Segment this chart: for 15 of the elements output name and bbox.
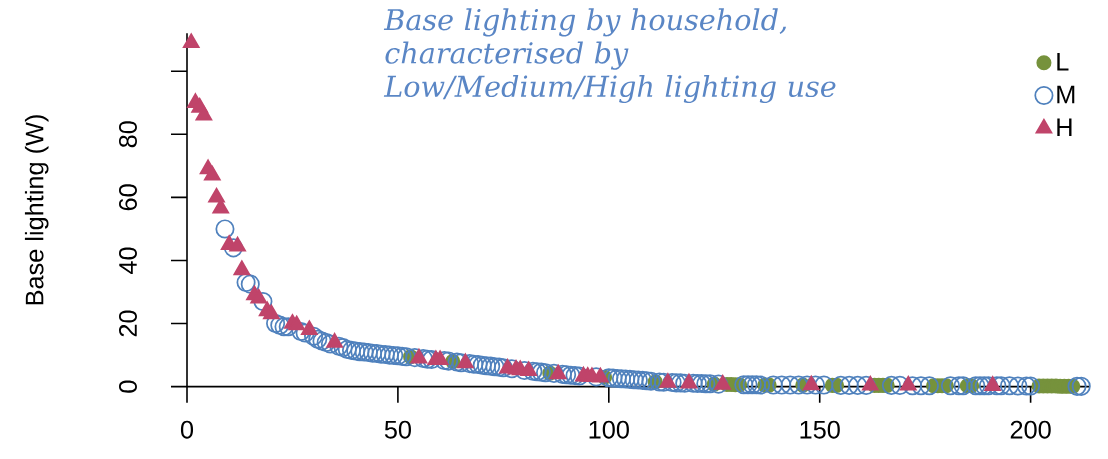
legend-label: M bbox=[1057, 86, 1075, 104]
x-tick-label: 150 bbox=[800, 420, 840, 439]
legend-label: H bbox=[1057, 118, 1072, 137]
x-tick-label: 200 bbox=[1010, 420, 1051, 439]
y-tick-label: 80 bbox=[119, 121, 137, 148]
y-tick-label: 0 bbox=[119, 380, 137, 393]
x-tick-label: 50 bbox=[384, 420, 411, 439]
y-tick-label: 60 bbox=[119, 184, 137, 211]
chart-title: Base lighting by household, characterised by Low/Medium/High lighting use bbox=[383, 8, 836, 104]
y-tick-label: 20 bbox=[119, 310, 137, 337]
legend-label: L bbox=[1057, 53, 1069, 71]
y-tick-label: 40 bbox=[119, 247, 137, 275]
x-tick-label: 100 bbox=[589, 420, 629, 439]
x-tick-label: 0 bbox=[180, 420, 194, 439]
y-axis-title: Base lighting (W) bbox=[24, 115, 49, 305]
